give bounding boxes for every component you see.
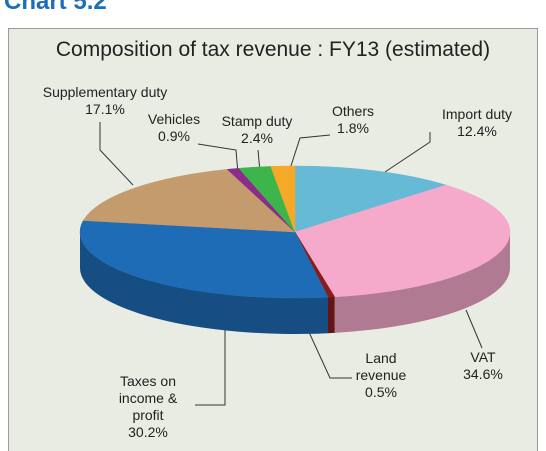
value-label: 2.4% bbox=[241, 130, 273, 146]
leader-line bbox=[384, 132, 431, 173]
value-label: 12.4% bbox=[457, 123, 497, 139]
category-name: Land revenue bbox=[355, 350, 407, 383]
value-label: 0.9% bbox=[158, 128, 190, 144]
leader-line bbox=[195, 328, 226, 406]
data-label: Supplementary duty 17.1% bbox=[43, 84, 168, 118]
value-label: 1.8% bbox=[337, 120, 369, 136]
leader-line bbox=[99, 122, 134, 186]
data-label: Taxes on income & profit 30.2% bbox=[103, 373, 193, 441]
leader-line bbox=[465, 309, 483, 349]
data-label: Import duty 12.4% bbox=[442, 106, 512, 140]
value-label: 34.6% bbox=[463, 366, 503, 382]
slice bbox=[79, 220, 329, 299]
data-label: VAT 34.6% bbox=[463, 349, 503, 383]
leader-line bbox=[307, 329, 352, 379]
category-name: Import duty bbox=[441, 106, 513, 122]
category-name: Taxes on income & profit bbox=[118, 373, 178, 423]
header: Chart 5.2 bbox=[4, 0, 107, 15]
category-name: Stamp duty bbox=[221, 113, 293, 129]
category-name: Vehicles bbox=[147, 111, 201, 127]
leader-line bbox=[197, 143, 239, 175]
slice bbox=[294, 184, 511, 298]
value-label: 17.1% bbox=[85, 101, 125, 117]
data-label: Stamp duty 2.4% bbox=[222, 113, 293, 147]
slice-side bbox=[327, 296, 335, 334]
data-label: Land revenue 0.5% bbox=[346, 350, 416, 401]
leader-lines bbox=[99, 122, 483, 406]
data-label: Others 1.8% bbox=[332, 103, 374, 137]
slice-side bbox=[334, 232, 510, 333]
value-label: 0.5% bbox=[365, 384, 397, 400]
slice bbox=[294, 165, 448, 233]
category-name: Supplementary duty bbox=[42, 84, 168, 100]
slice-side bbox=[80, 232, 328, 334]
value-label: 30.2% bbox=[128, 424, 168, 440]
data-label: Vehicles 0.9% bbox=[148, 111, 200, 145]
slice bbox=[270, 165, 296, 233]
slice bbox=[82, 169, 296, 233]
category-name: VAT bbox=[470, 349, 496, 365]
category-name: Others bbox=[331, 103, 375, 119]
leader-line bbox=[288, 134, 331, 173]
chart-title: Composition of tax revenue : FY13 (estim… bbox=[55, 38, 491, 61]
